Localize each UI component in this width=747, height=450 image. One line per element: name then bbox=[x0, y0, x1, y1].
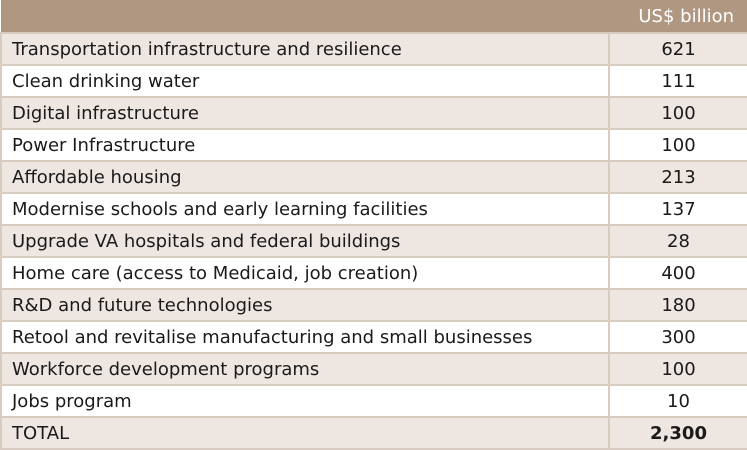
row-value: 300 bbox=[608, 320, 747, 354]
row-value: 400 bbox=[608, 256, 747, 290]
row-label: Modernise schools and early learning fac… bbox=[0, 192, 610, 226]
row-label: Power Infrastructure bbox=[0, 128, 610, 162]
row-value: 180 bbox=[608, 288, 747, 322]
row-value: 213 bbox=[608, 160, 747, 194]
row-label: Transportation infrastructure and resili… bbox=[0, 32, 610, 66]
row-label: Workforce development programs bbox=[0, 352, 610, 386]
row-value: 137 bbox=[608, 192, 747, 226]
table-row: Modernise schools and early learning fac… bbox=[0, 192, 747, 226]
row-value: 10 bbox=[608, 384, 747, 418]
table-row: Workforce development programs 100 bbox=[0, 352, 747, 386]
total-label: TOTAL bbox=[0, 416, 610, 450]
header-label-cell bbox=[1, 0, 609, 33]
table-row: Digital infrastructure 100 bbox=[0, 96, 747, 130]
row-label: Retool and revitalise manufacturing and … bbox=[0, 320, 610, 354]
row-value: 111 bbox=[608, 64, 747, 98]
row-value: 621 bbox=[608, 32, 747, 66]
row-label: R&D and future technologies bbox=[0, 288, 610, 322]
table-row: Power Infrastructure 100 bbox=[0, 128, 747, 162]
row-value: 28 bbox=[608, 224, 747, 258]
row-label: Home care (access to Medicaid, job creat… bbox=[0, 256, 610, 290]
table-row: Affordable housing 213 bbox=[0, 160, 747, 194]
table-row: Upgrade VA hospitals and federal buildin… bbox=[0, 224, 747, 258]
table-row: Jobs program 10 bbox=[0, 384, 747, 418]
table-row: Transportation infrastructure and resili… bbox=[0, 32, 747, 66]
row-label: Affordable housing bbox=[0, 160, 610, 194]
table-row: R&D and future technologies 180 bbox=[0, 288, 747, 322]
row-label: Jobs program bbox=[0, 384, 610, 418]
row-value: 100 bbox=[608, 96, 747, 130]
table-row: Home care (access to Medicaid, job creat… bbox=[0, 256, 747, 290]
row-value: 100 bbox=[608, 352, 747, 386]
header-row: US$ billion bbox=[1, 0, 747, 33]
table-row: Clean drinking water 111 bbox=[0, 64, 747, 98]
row-label: Digital infrastructure bbox=[0, 96, 610, 130]
header-value-cell: US$ billion bbox=[609, 0, 747, 33]
total-row: TOTAL 2,300 bbox=[0, 416, 747, 450]
row-value: 100 bbox=[608, 128, 747, 162]
total-value: 2,300 bbox=[608, 416, 747, 450]
table-row: Retool and revitalise manufacturing and … bbox=[0, 320, 747, 354]
row-label: Upgrade VA hospitals and federal buildin… bbox=[0, 224, 610, 258]
row-label: Clean drinking water bbox=[0, 64, 610, 98]
